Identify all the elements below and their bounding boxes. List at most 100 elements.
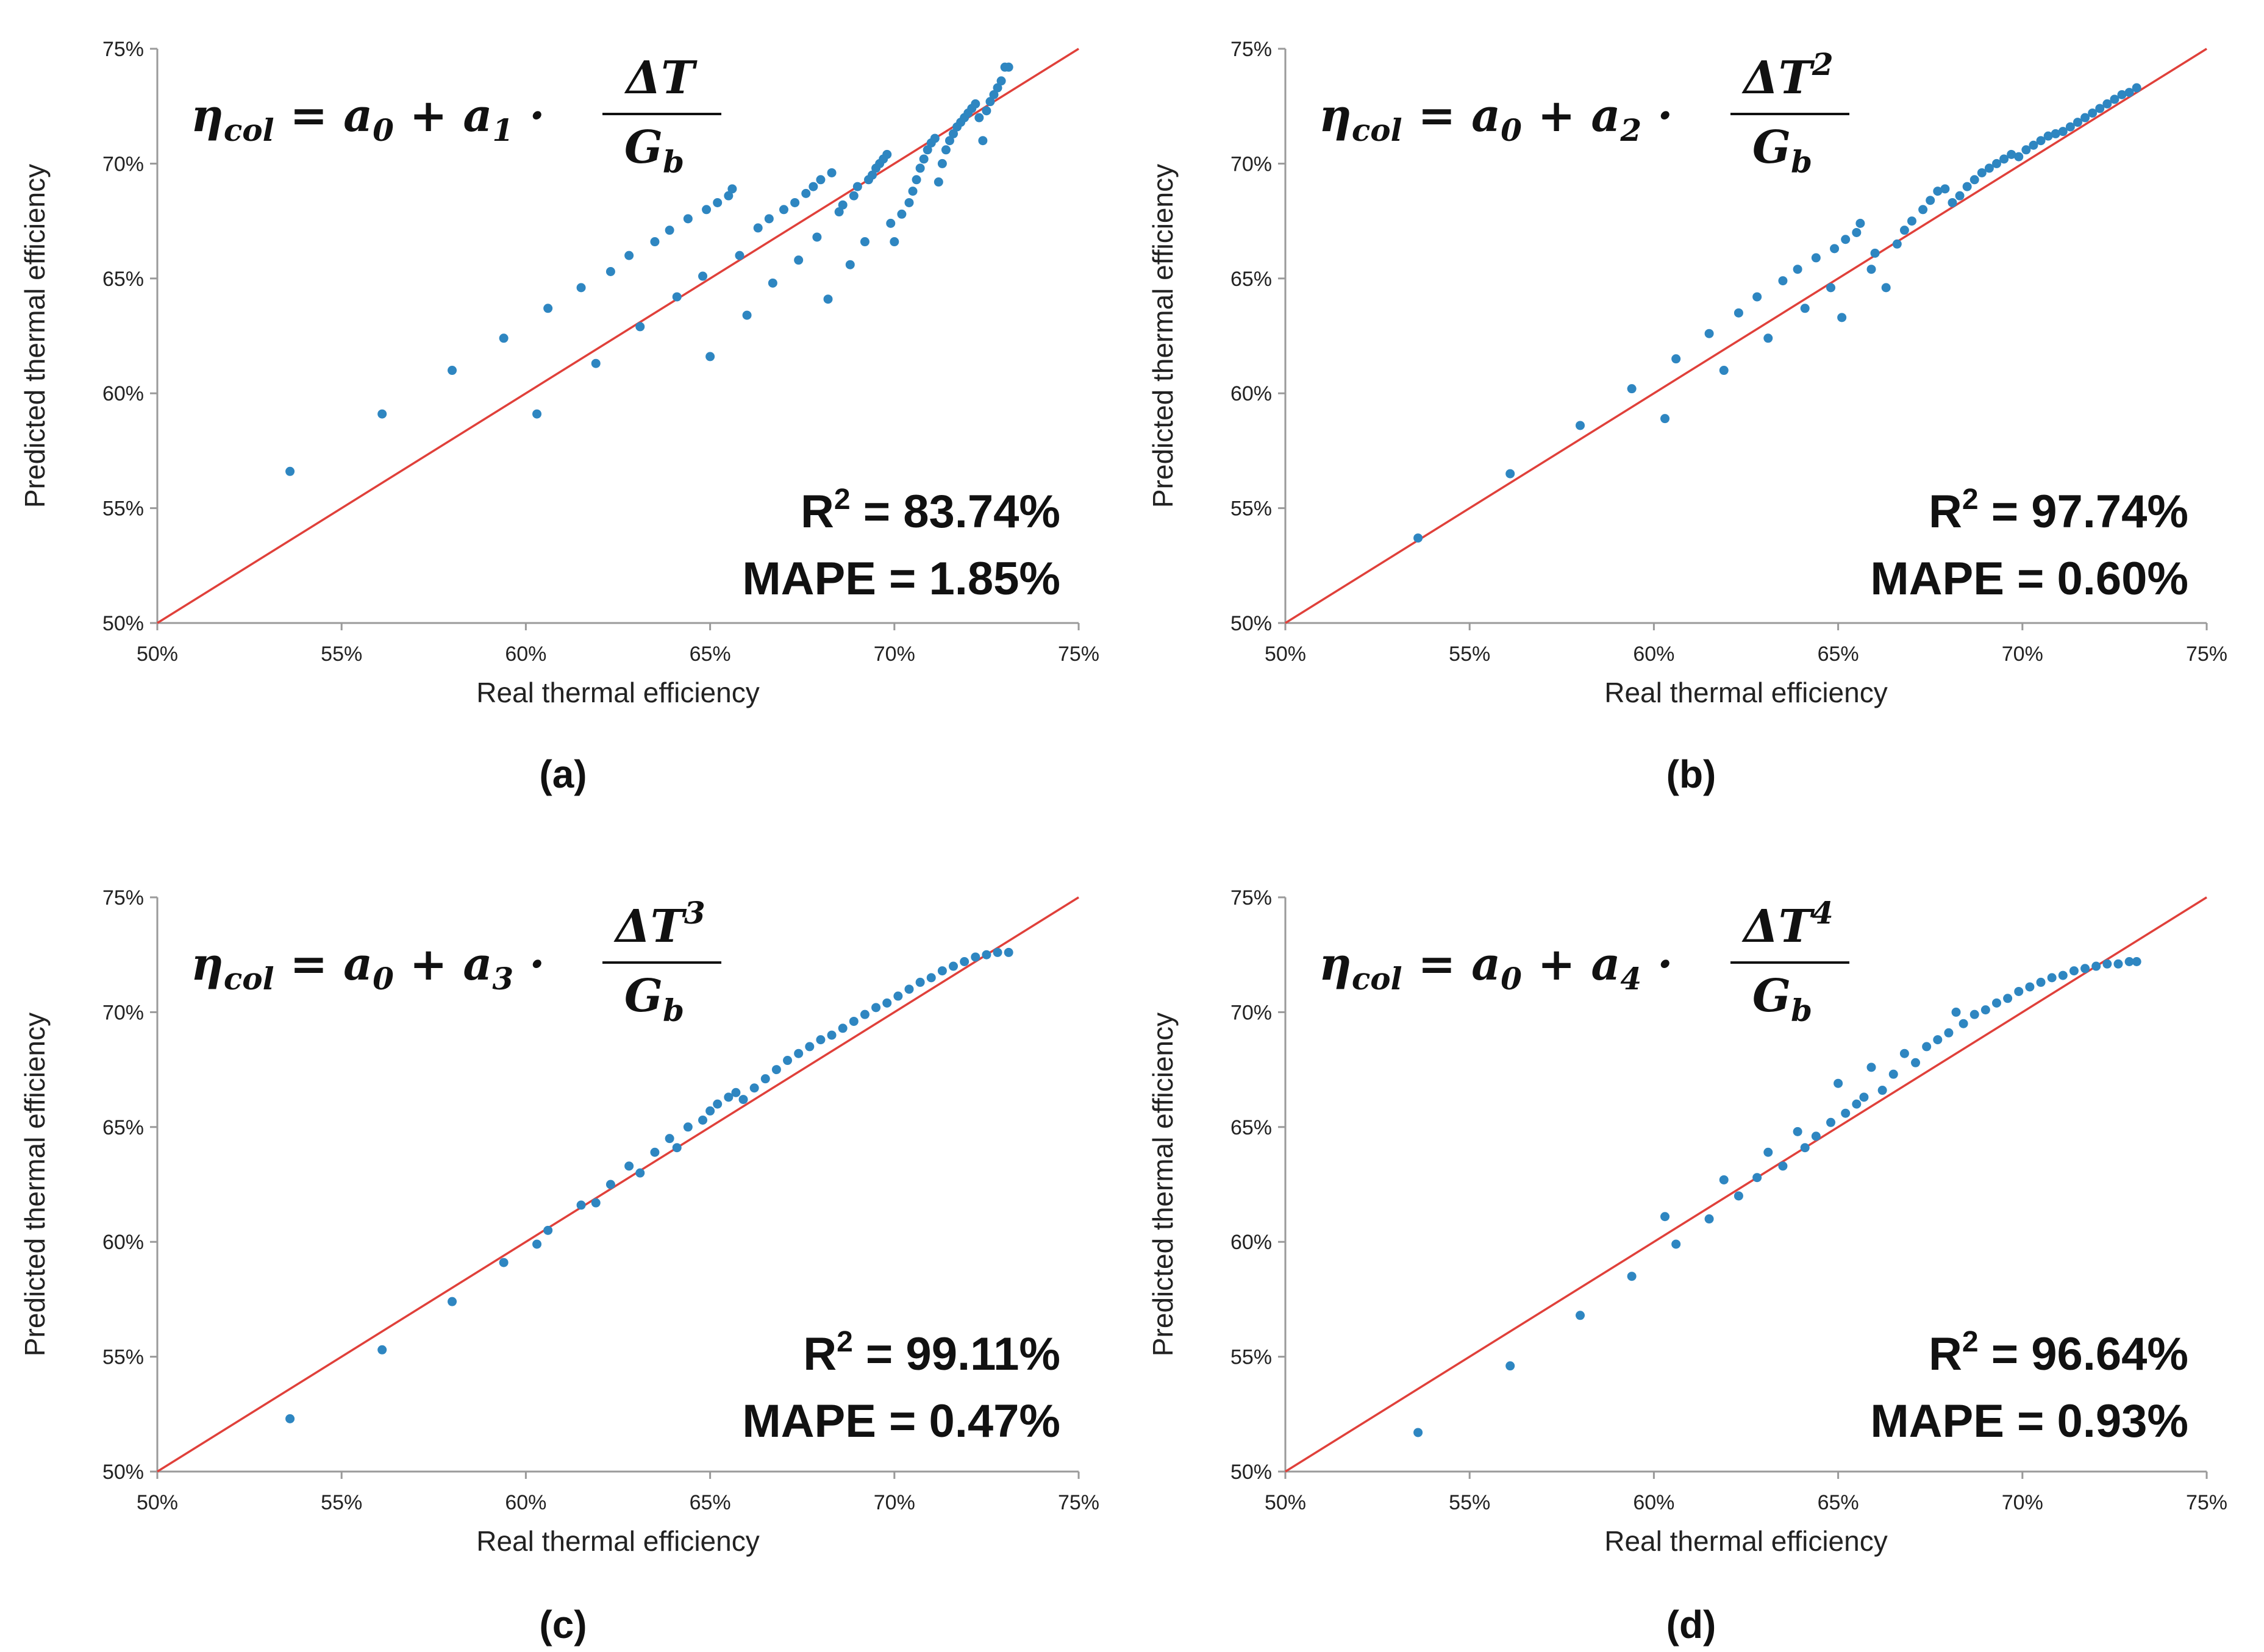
r-squared-value: = 99.11% xyxy=(853,1328,1060,1380)
x-axis-title: Real thermal efficiency xyxy=(476,677,759,708)
data-point xyxy=(1888,1069,1898,1079)
equation-a0-sub: 0 xyxy=(1501,961,1522,997)
data-point xyxy=(941,145,951,155)
data-point xyxy=(1859,1092,1869,1102)
data-point xyxy=(904,198,914,207)
data-point xyxy=(993,947,1002,957)
data-point xyxy=(1991,998,2001,1008)
data-point xyxy=(1576,1311,1585,1320)
y-tick-label: 60% xyxy=(1230,1231,1272,1254)
data-point xyxy=(742,310,752,320)
data-point xyxy=(1793,1127,1802,1136)
data-point xyxy=(605,266,615,276)
data-point xyxy=(543,304,553,313)
mape: MAPE = 0.47% xyxy=(742,1395,1060,1447)
data-point xyxy=(2102,959,2112,969)
r-squared-power: 2 xyxy=(837,1326,853,1358)
data-point xyxy=(2091,961,2101,971)
mape: MAPE = 1.85% xyxy=(742,553,1060,605)
data-point xyxy=(934,177,943,187)
x-tick-label: 75% xyxy=(1058,643,1099,666)
equation-lhs: ηcol = a0 + a1 · xyxy=(191,90,545,148)
r-squared-power: 2 xyxy=(834,483,851,516)
data-point xyxy=(886,218,896,228)
y-tick-label: 65% xyxy=(102,268,144,291)
data-point xyxy=(2036,136,2046,146)
data-point xyxy=(724,1092,734,1102)
panel-label: (c) xyxy=(539,1603,587,1647)
data-point xyxy=(591,358,601,368)
data-point xyxy=(1991,158,2001,168)
equation-lhs: ηcol = a0 + a2 · xyxy=(1319,90,1673,148)
data-point xyxy=(2117,90,2127,99)
equation-numerator-base: ΔT xyxy=(1741,52,1815,104)
y-tick-label: 50% xyxy=(1230,612,1272,635)
equation: ηcol = a0 + a1 · ΔT Gb xyxy=(191,52,721,180)
data-point xyxy=(1959,1019,1968,1028)
data-point xyxy=(971,99,980,109)
equation-lhs-sub: col xyxy=(224,112,274,148)
data-point xyxy=(2113,959,2123,969)
data-point xyxy=(908,187,918,196)
x-tick-label: 75% xyxy=(2186,643,2227,666)
equation-a0-sub: 0 xyxy=(373,112,394,148)
data-point xyxy=(1627,1272,1637,1281)
data-point xyxy=(1734,308,1743,318)
data-point xyxy=(2014,152,2024,162)
data-point xyxy=(1834,1078,1843,1088)
data-point xyxy=(1948,198,1957,207)
data-point xyxy=(1877,1086,1887,1095)
data-point xyxy=(2051,129,2060,138)
data-point xyxy=(1955,191,1965,201)
data-point xyxy=(1852,227,1862,237)
data-point xyxy=(1907,216,1916,226)
equation-eq: = xyxy=(1402,938,1472,991)
data-point xyxy=(1870,248,1880,258)
x-tick-label: 60% xyxy=(1633,643,1674,666)
data-point xyxy=(812,232,822,242)
data-point xyxy=(768,278,777,288)
data-point xyxy=(1918,205,1928,215)
data-point xyxy=(1826,1117,1836,1127)
data-point xyxy=(982,106,991,116)
data-point xyxy=(838,200,848,210)
equation-denominator-base: G xyxy=(624,970,663,1022)
equation-numerator: ΔT4 xyxy=(1741,895,1833,953)
data-point xyxy=(1962,182,1972,191)
data-point xyxy=(2058,127,2068,137)
y-tick-label: 65% xyxy=(1230,268,1272,291)
data-point xyxy=(794,255,804,265)
data-point xyxy=(1505,469,1515,479)
equation-dot: · xyxy=(1641,938,1673,991)
data-point xyxy=(1940,184,1950,194)
data-point xyxy=(683,1122,693,1132)
x-axis-title: Real thermal efficiency xyxy=(476,1525,759,1557)
data-point xyxy=(945,136,954,146)
data-point xyxy=(1977,168,1987,177)
data-point xyxy=(989,90,999,99)
equation-coef: a xyxy=(1591,938,1620,991)
x-tick-label: 70% xyxy=(2002,643,2043,666)
data-point xyxy=(2132,957,2141,967)
equation-plus: + xyxy=(394,938,463,991)
x-axis-title: Real thermal efficiency xyxy=(1604,677,1887,708)
data-point xyxy=(1793,265,1802,274)
data-point xyxy=(2058,970,2068,980)
mape: MAPE = 0.60% xyxy=(1870,553,2188,605)
y-tick-label: 60% xyxy=(102,1231,144,1254)
data-point xyxy=(1627,384,1637,394)
data-point xyxy=(1830,244,1840,254)
data-point xyxy=(860,237,870,247)
y-axis-title: Predicted thermal efficiency xyxy=(1147,164,1179,508)
data-point xyxy=(1778,276,1788,286)
data-point xyxy=(1704,1214,1714,1224)
data-point xyxy=(915,163,925,173)
data-point xyxy=(805,1042,815,1052)
equation-lhs: ηcol = a0 + a4 · xyxy=(1319,938,1673,997)
data-point xyxy=(816,1035,826,1045)
data-point xyxy=(882,998,892,1008)
equation-numerator: ΔT2 xyxy=(1741,46,1833,104)
data-point xyxy=(1671,354,1681,364)
r-squared-label: R xyxy=(801,486,834,538)
